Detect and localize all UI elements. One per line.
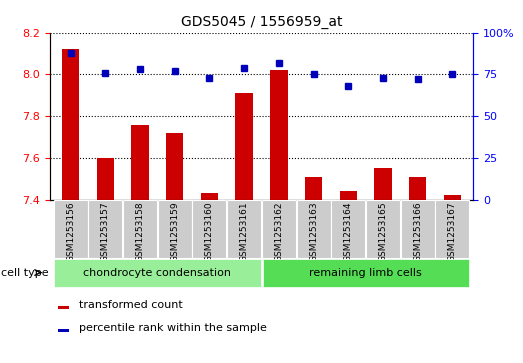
Bar: [409, 177, 426, 363]
Text: GSM1253163: GSM1253163: [309, 201, 318, 262]
Text: chondrocyte condensation: chondrocyte condensation: [83, 268, 231, 278]
Bar: [263, 259, 470, 287]
Bar: [192, 200, 226, 258]
Text: transformed count: transformed count: [79, 300, 183, 310]
Bar: [97, 158, 114, 363]
Bar: [235, 93, 253, 363]
Bar: [58, 306, 69, 309]
Text: GSM1253158: GSM1253158: [135, 201, 144, 262]
Bar: [297, 200, 331, 258]
Bar: [339, 191, 357, 363]
Bar: [331, 200, 366, 258]
Bar: [227, 200, 261, 258]
Bar: [53, 259, 261, 287]
Bar: [262, 200, 296, 258]
Text: GSM1253160: GSM1253160: [205, 201, 214, 262]
Bar: [157, 200, 192, 258]
Bar: [62, 49, 79, 363]
Bar: [305, 177, 322, 363]
Text: GSM1253166: GSM1253166: [413, 201, 422, 262]
Text: GSM1253159: GSM1253159: [170, 201, 179, 262]
Bar: [53, 200, 87, 258]
Bar: [436, 200, 470, 258]
Bar: [374, 168, 392, 363]
Text: GSM1253161: GSM1253161: [240, 201, 248, 262]
Text: GSM1253162: GSM1253162: [275, 201, 283, 262]
Bar: [270, 70, 288, 363]
Bar: [444, 196, 461, 363]
Text: cell type: cell type: [1, 268, 49, 278]
Bar: [166, 133, 184, 363]
Text: remaining limb cells: remaining limb cells: [309, 268, 422, 278]
Text: percentile rank within the sample: percentile rank within the sample: [79, 323, 267, 333]
Text: GSM1253157: GSM1253157: [101, 201, 110, 262]
Bar: [366, 200, 400, 258]
Text: GSM1253165: GSM1253165: [379, 201, 388, 262]
Text: GSM1253156: GSM1253156: [66, 201, 75, 262]
Bar: [123, 200, 157, 258]
Bar: [201, 193, 218, 363]
Bar: [131, 125, 149, 363]
Bar: [401, 200, 435, 258]
Text: GSM1253164: GSM1253164: [344, 201, 353, 262]
Title: GDS5045 / 1556959_at: GDS5045 / 1556959_at: [181, 15, 342, 29]
Text: GSM1253167: GSM1253167: [448, 201, 457, 262]
Bar: [58, 329, 69, 332]
Bar: [88, 200, 122, 258]
